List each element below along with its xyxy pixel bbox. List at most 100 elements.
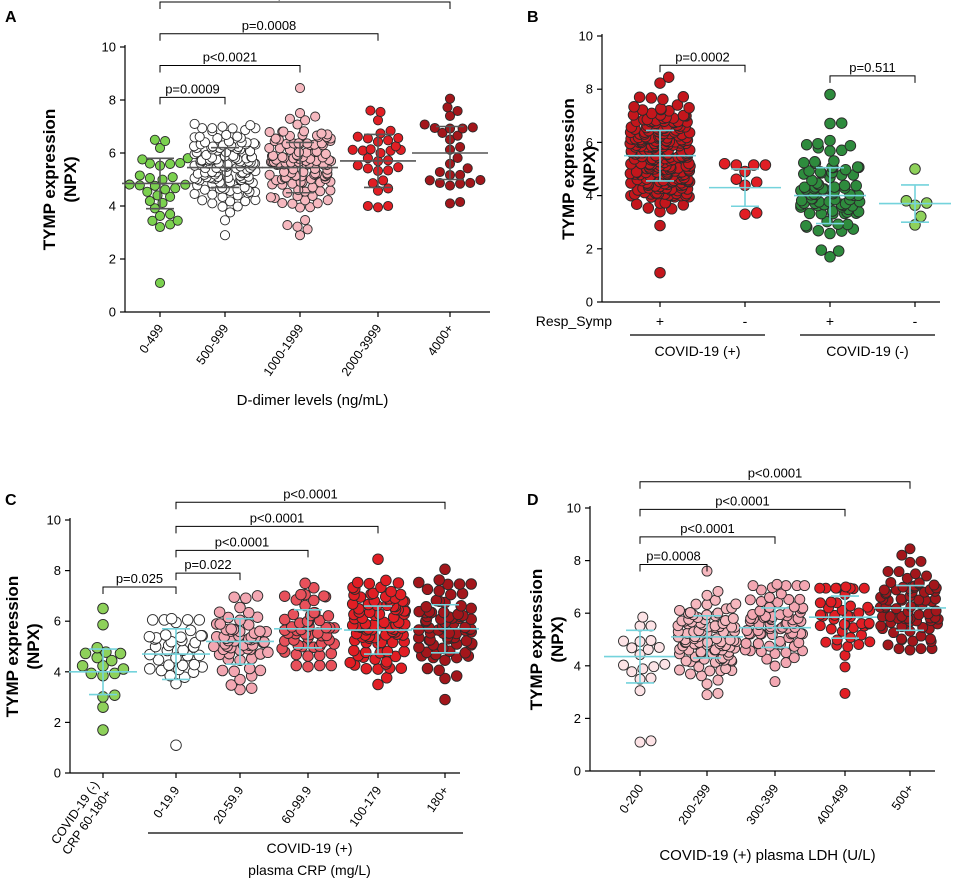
- series-group: [809, 582, 881, 699]
- data-point: [453, 153, 462, 162]
- data-point: [825, 146, 836, 157]
- data-point: [176, 632, 187, 643]
- data-point: [395, 589, 406, 600]
- data-point: [453, 106, 462, 115]
- series-group: [344, 554, 412, 690]
- data-point: [833, 246, 844, 257]
- data-point: [166, 210, 175, 219]
- data-point: [414, 642, 425, 653]
- data-point: [466, 178, 475, 187]
- data-point: [656, 104, 667, 115]
- data-point: [760, 160, 771, 171]
- significance-bracket: [660, 65, 745, 72]
- data-point: [295, 84, 304, 93]
- data-point: [309, 607, 320, 618]
- data-point: [218, 122, 227, 131]
- panel-letter: A: [5, 9, 17, 26]
- data-point: [226, 624, 237, 635]
- category-label-line: 1000-1999: [261, 322, 307, 379]
- data-point: [619, 636, 629, 646]
- category-label: 400-499: [814, 782, 852, 828]
- data-point: [638, 612, 648, 622]
- data-point: [161, 185, 170, 194]
- y-axis-label-line: TYMP expression: [527, 569, 546, 710]
- data-point: [420, 120, 429, 129]
- data-point: [916, 631, 926, 641]
- data-point: [826, 597, 836, 607]
- data-point: [825, 89, 836, 100]
- data-point: [373, 203, 382, 212]
- category-label: -: [743, 313, 748, 329]
- data-point: [233, 132, 242, 141]
- data-point: [98, 702, 109, 713]
- data-point: [770, 677, 780, 687]
- series-group: [604, 612, 676, 747]
- series-group: [206, 591, 274, 695]
- y-axis-label-line: (NPX): [548, 616, 567, 662]
- category-label-line: 180+: [424, 784, 452, 815]
- data-point: [813, 138, 824, 149]
- category-label-line: 400-499: [814, 782, 852, 828]
- data-point: [897, 550, 907, 560]
- category-label: 200-299: [676, 782, 714, 828]
- data-point: [171, 740, 182, 751]
- data-point: [801, 139, 812, 150]
- data-point: [916, 211, 927, 222]
- category-label: 500+: [889, 782, 917, 813]
- data-point: [376, 107, 385, 116]
- data-point: [293, 222, 302, 231]
- data-point: [279, 591, 290, 602]
- data-point: [799, 157, 810, 168]
- data-point: [655, 267, 666, 278]
- data-point: [263, 647, 274, 658]
- category-label: 20-59.9: [211, 784, 247, 827]
- data-point: [821, 637, 831, 647]
- data-point: [255, 665, 266, 676]
- data-point: [840, 164, 851, 175]
- y-tick-label: 2: [109, 252, 116, 267]
- p-value-label: p<0.0001: [278, 0, 333, 1]
- data-point: [195, 132, 204, 141]
- y-axis-label: TYMP expression (NPX): [559, 98, 599, 239]
- data-point: [266, 193, 275, 202]
- p-value-label: p=0.0008: [242, 18, 297, 33]
- data-point: [813, 225, 824, 236]
- data-point: [728, 613, 738, 623]
- data-point: [166, 159, 175, 168]
- category-label-line: 500-999: [194, 322, 232, 368]
- data-point: [361, 647, 372, 658]
- data-point: [826, 624, 836, 634]
- p-value-label: p=0.022: [184, 557, 231, 572]
- data-point: [363, 201, 372, 210]
- data-point: [456, 197, 465, 206]
- data-point: [430, 123, 439, 132]
- data-point: [311, 112, 320, 121]
- data-point: [864, 618, 874, 628]
- p-value-label: p<0.0001: [250, 510, 305, 525]
- data-point: [675, 605, 685, 615]
- significance-bracket: [160, 2, 450, 9]
- y-axis-label: TYMP expression (NPX): [40, 109, 80, 250]
- data-point: [384, 201, 393, 210]
- series-group: [412, 94, 488, 208]
- y-tick-label: 2: [574, 711, 581, 726]
- data-point: [228, 124, 237, 133]
- data-point: [675, 665, 685, 675]
- series-group: [739, 579, 811, 686]
- data-point: [326, 648, 337, 659]
- y-tick-label: 6: [574, 606, 581, 621]
- data-point: [414, 577, 425, 588]
- data-point: [800, 581, 810, 591]
- data-point: [118, 664, 129, 675]
- data-point: [301, 216, 310, 225]
- series-group: [879, 164, 951, 231]
- data-point: [314, 660, 325, 671]
- y-axis-label-line: (NPX): [61, 156, 80, 202]
- data-point: [438, 643, 449, 654]
- data-point: [208, 124, 217, 133]
- data-point: [443, 103, 452, 112]
- significance-bracket: [176, 502, 445, 509]
- data-point: [795, 594, 805, 604]
- data-point: [303, 661, 314, 672]
- data-point: [831, 583, 841, 593]
